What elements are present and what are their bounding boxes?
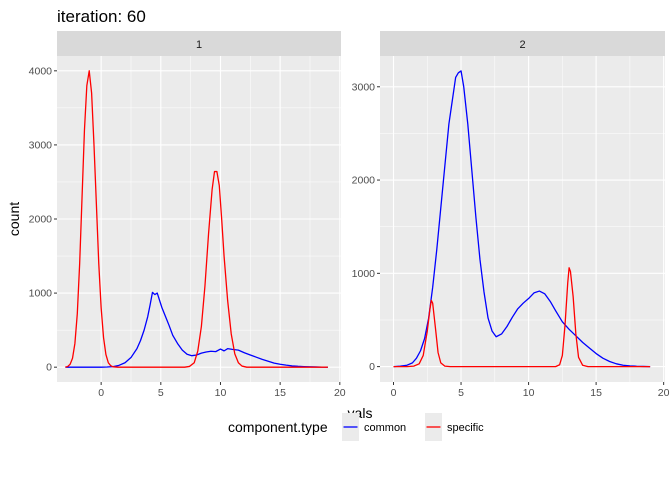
x-tick-label: 10 <box>523 387 535 399</box>
x-tick-label: 5 <box>458 387 464 399</box>
panel-background <box>380 56 665 382</box>
legend-title: component.type <box>228 419 328 435</box>
facet-strip <box>380 31 665 56</box>
x-tick-label: 0 <box>98 387 104 399</box>
x-tick-label: 0 <box>391 387 397 399</box>
x-tick-label: 10 <box>215 387 227 399</box>
legend-label-common: common <box>364 422 406 434</box>
x-tick-label: 15 <box>274 387 286 399</box>
series-line-specific <box>393 267 651 368</box>
y-tick-label: 3000 <box>352 81 376 93</box>
y-tick-label: 0 <box>46 362 52 374</box>
series-line-common <box>393 70 651 368</box>
y-tick-label: 2000 <box>29 214 53 226</box>
facet-strip-label: 1 <box>196 39 202 51</box>
y-tick-label: 2000 <box>352 175 376 187</box>
x-tick-label: 5 <box>158 387 164 399</box>
x-tick-label: 20 <box>658 387 670 399</box>
y-tick-label: 1000 <box>352 268 376 280</box>
y-tick-label: 0 <box>369 361 375 373</box>
legend: component.type common specific <box>228 413 484 441</box>
series-line-specific <box>65 70 328 368</box>
x-tick-label: 20 <box>334 387 346 399</box>
series-line-common <box>65 291 328 368</box>
y-tick-label: 4000 <box>29 65 53 77</box>
legend-label-specific: specific <box>447 422 484 434</box>
y-axis-title: count <box>6 202 22 236</box>
x-tick-label: 15 <box>590 387 602 399</box>
y-tick-label: 1000 <box>29 288 53 300</box>
facet-strip-label: 2 <box>519 39 525 51</box>
y-tick-label: 3000 <box>29 139 53 151</box>
chart-title: iteration: 60 <box>57 7 146 26</box>
facet-strip <box>57 31 341 56</box>
